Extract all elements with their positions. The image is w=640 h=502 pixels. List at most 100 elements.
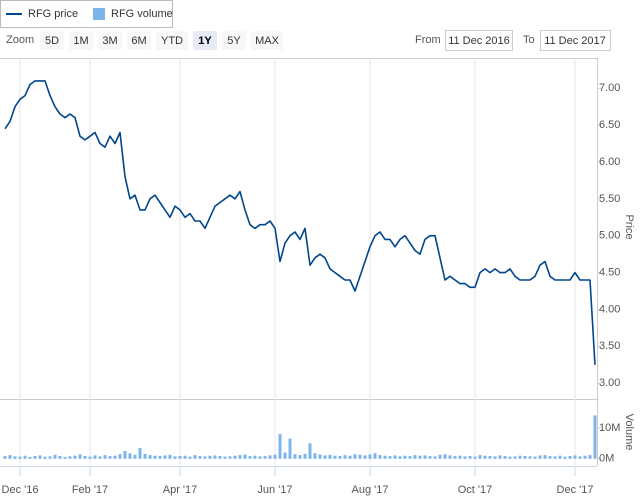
volume-bar	[218, 456, 222, 459]
volume-bar	[278, 434, 282, 459]
volume-bar	[443, 454, 447, 459]
y-tick-label: 6.00	[599, 156, 620, 168]
volume-bar	[398, 456, 402, 459]
zoom-button-label[interactable]: 1Y	[198, 35, 212, 47]
volume-bar	[143, 453, 147, 459]
y-tick-label: 3.00	[599, 377, 620, 389]
volume-bar	[108, 456, 112, 459]
zoom-button-label[interactable]: 1M	[73, 35, 88, 47]
volume-bar	[283, 452, 287, 459]
volume-bar	[183, 455, 187, 459]
volume-bar	[368, 454, 372, 459]
y-tick-label: 4.50	[599, 266, 620, 278]
to-value[interactable]: 11 Dec 2017	[544, 35, 606, 47]
volume-bar	[158, 456, 162, 459]
volume-bar	[23, 455, 27, 459]
volume-bar	[63, 456, 67, 459]
zoom-button-label[interactable]: 6M	[131, 35, 146, 47]
zoom-buttons: 5D 1M 3M 6M YTD 1Y 5Y MAX	[40, 31, 283, 50]
volume-bar	[588, 455, 592, 459]
y-tick-label: 4.00	[599, 303, 620, 315]
volume-bar	[83, 456, 87, 459]
zoom-button[interactable]	[40, 31, 64, 50]
volume-bar	[93, 455, 97, 459]
volume-bar	[58, 456, 62, 459]
volume-bar	[348, 455, 352, 459]
volume-bar	[428, 456, 432, 459]
to-label: To	[523, 34, 535, 46]
zoom-button-label[interactable]: 3M	[102, 35, 117, 47]
volume-bar	[438, 454, 442, 459]
volume-bar	[433, 456, 437, 459]
volume-bar	[188, 456, 192, 459]
volume-bar	[18, 456, 22, 459]
zoom-button[interactable]	[98, 31, 122, 50]
volume-bar	[508, 456, 512, 459]
volume-bar	[318, 454, 322, 459]
legend-label[interactable]: RFG volume	[111, 8, 173, 20]
from-label: From	[415, 34, 441, 46]
zoom-button-label[interactable]: 5Y	[227, 35, 241, 47]
volume-bar	[243, 454, 247, 459]
zoom-label: Zoom	[6, 34, 34, 46]
volume-bar	[123, 451, 127, 459]
zoom-button[interactable]	[156, 31, 188, 50]
volume-bar	[53, 454, 57, 459]
volume-bar	[543, 455, 547, 459]
zoom-button[interactable]	[193, 31, 217, 50]
volume-bar	[33, 456, 37, 459]
volume-bar	[258, 456, 262, 459]
from-input[interactable]	[445, 30, 513, 51]
to-input[interactable]	[540, 30, 611, 51]
volume-bar	[238, 455, 242, 459]
volume-bar	[408, 456, 412, 459]
zoom-button[interactable]	[222, 31, 246, 50]
zoom-button-label[interactable]: 5D	[45, 35, 59, 47]
volume-bar	[88, 456, 92, 459]
volume-bar	[223, 456, 227, 459]
volume-bar	[538, 455, 542, 459]
volume-bar	[533, 456, 537, 459]
x-tick-label: Feb '17	[72, 484, 108, 496]
y-tick-label: 6.50	[599, 119, 620, 131]
from-value[interactable]: 11 Dec 2016	[448, 35, 510, 47]
volume-bar	[298, 455, 302, 459]
volume-bar	[383, 455, 387, 459]
volume-bar	[118, 454, 122, 459]
volume-bar	[323, 455, 327, 459]
volume-bar	[303, 453, 307, 459]
volume-bar	[233, 455, 237, 459]
legend-label[interactable]: RFG price	[28, 8, 78, 20]
volume-bar	[193, 455, 197, 459]
y-axis-title: Price	[623, 214, 635, 239]
volume-bar	[3, 456, 7, 459]
volume-bar	[73, 455, 77, 459]
volume-bar	[313, 453, 317, 459]
volume-bar	[338, 456, 342, 459]
volume-bar	[423, 455, 427, 459]
zoom-button-label[interactable]: MAX	[255, 35, 280, 47]
volume-bar	[103, 455, 107, 459]
volume-bar	[133, 454, 137, 459]
volume-bar	[78, 454, 82, 459]
volume-bar	[148, 455, 152, 459]
volume-bar	[413, 455, 417, 459]
volume-bar	[43, 456, 47, 459]
volume-bar	[288, 438, 292, 459]
volume-bar	[28, 456, 32, 459]
zoom-button[interactable]	[127, 31, 151, 50]
zoom-button[interactable]	[251, 31, 283, 50]
volume-bar	[203, 456, 207, 459]
x-tick-label: Apr '17	[163, 484, 198, 496]
volume-bar	[593, 415, 597, 459]
x-tick-label: Dec '17	[557, 484, 594, 496]
volume-bar	[163, 455, 167, 459]
volume-bar	[513, 456, 517, 459]
zoom-button-label[interactable]: YTD	[161, 35, 183, 47]
volume-bar	[178, 456, 182, 459]
volume-bar	[273, 454, 277, 459]
legend-swatch	[93, 8, 105, 20]
volume-bar	[553, 456, 557, 459]
zoom-button[interactable]	[69, 31, 93, 50]
